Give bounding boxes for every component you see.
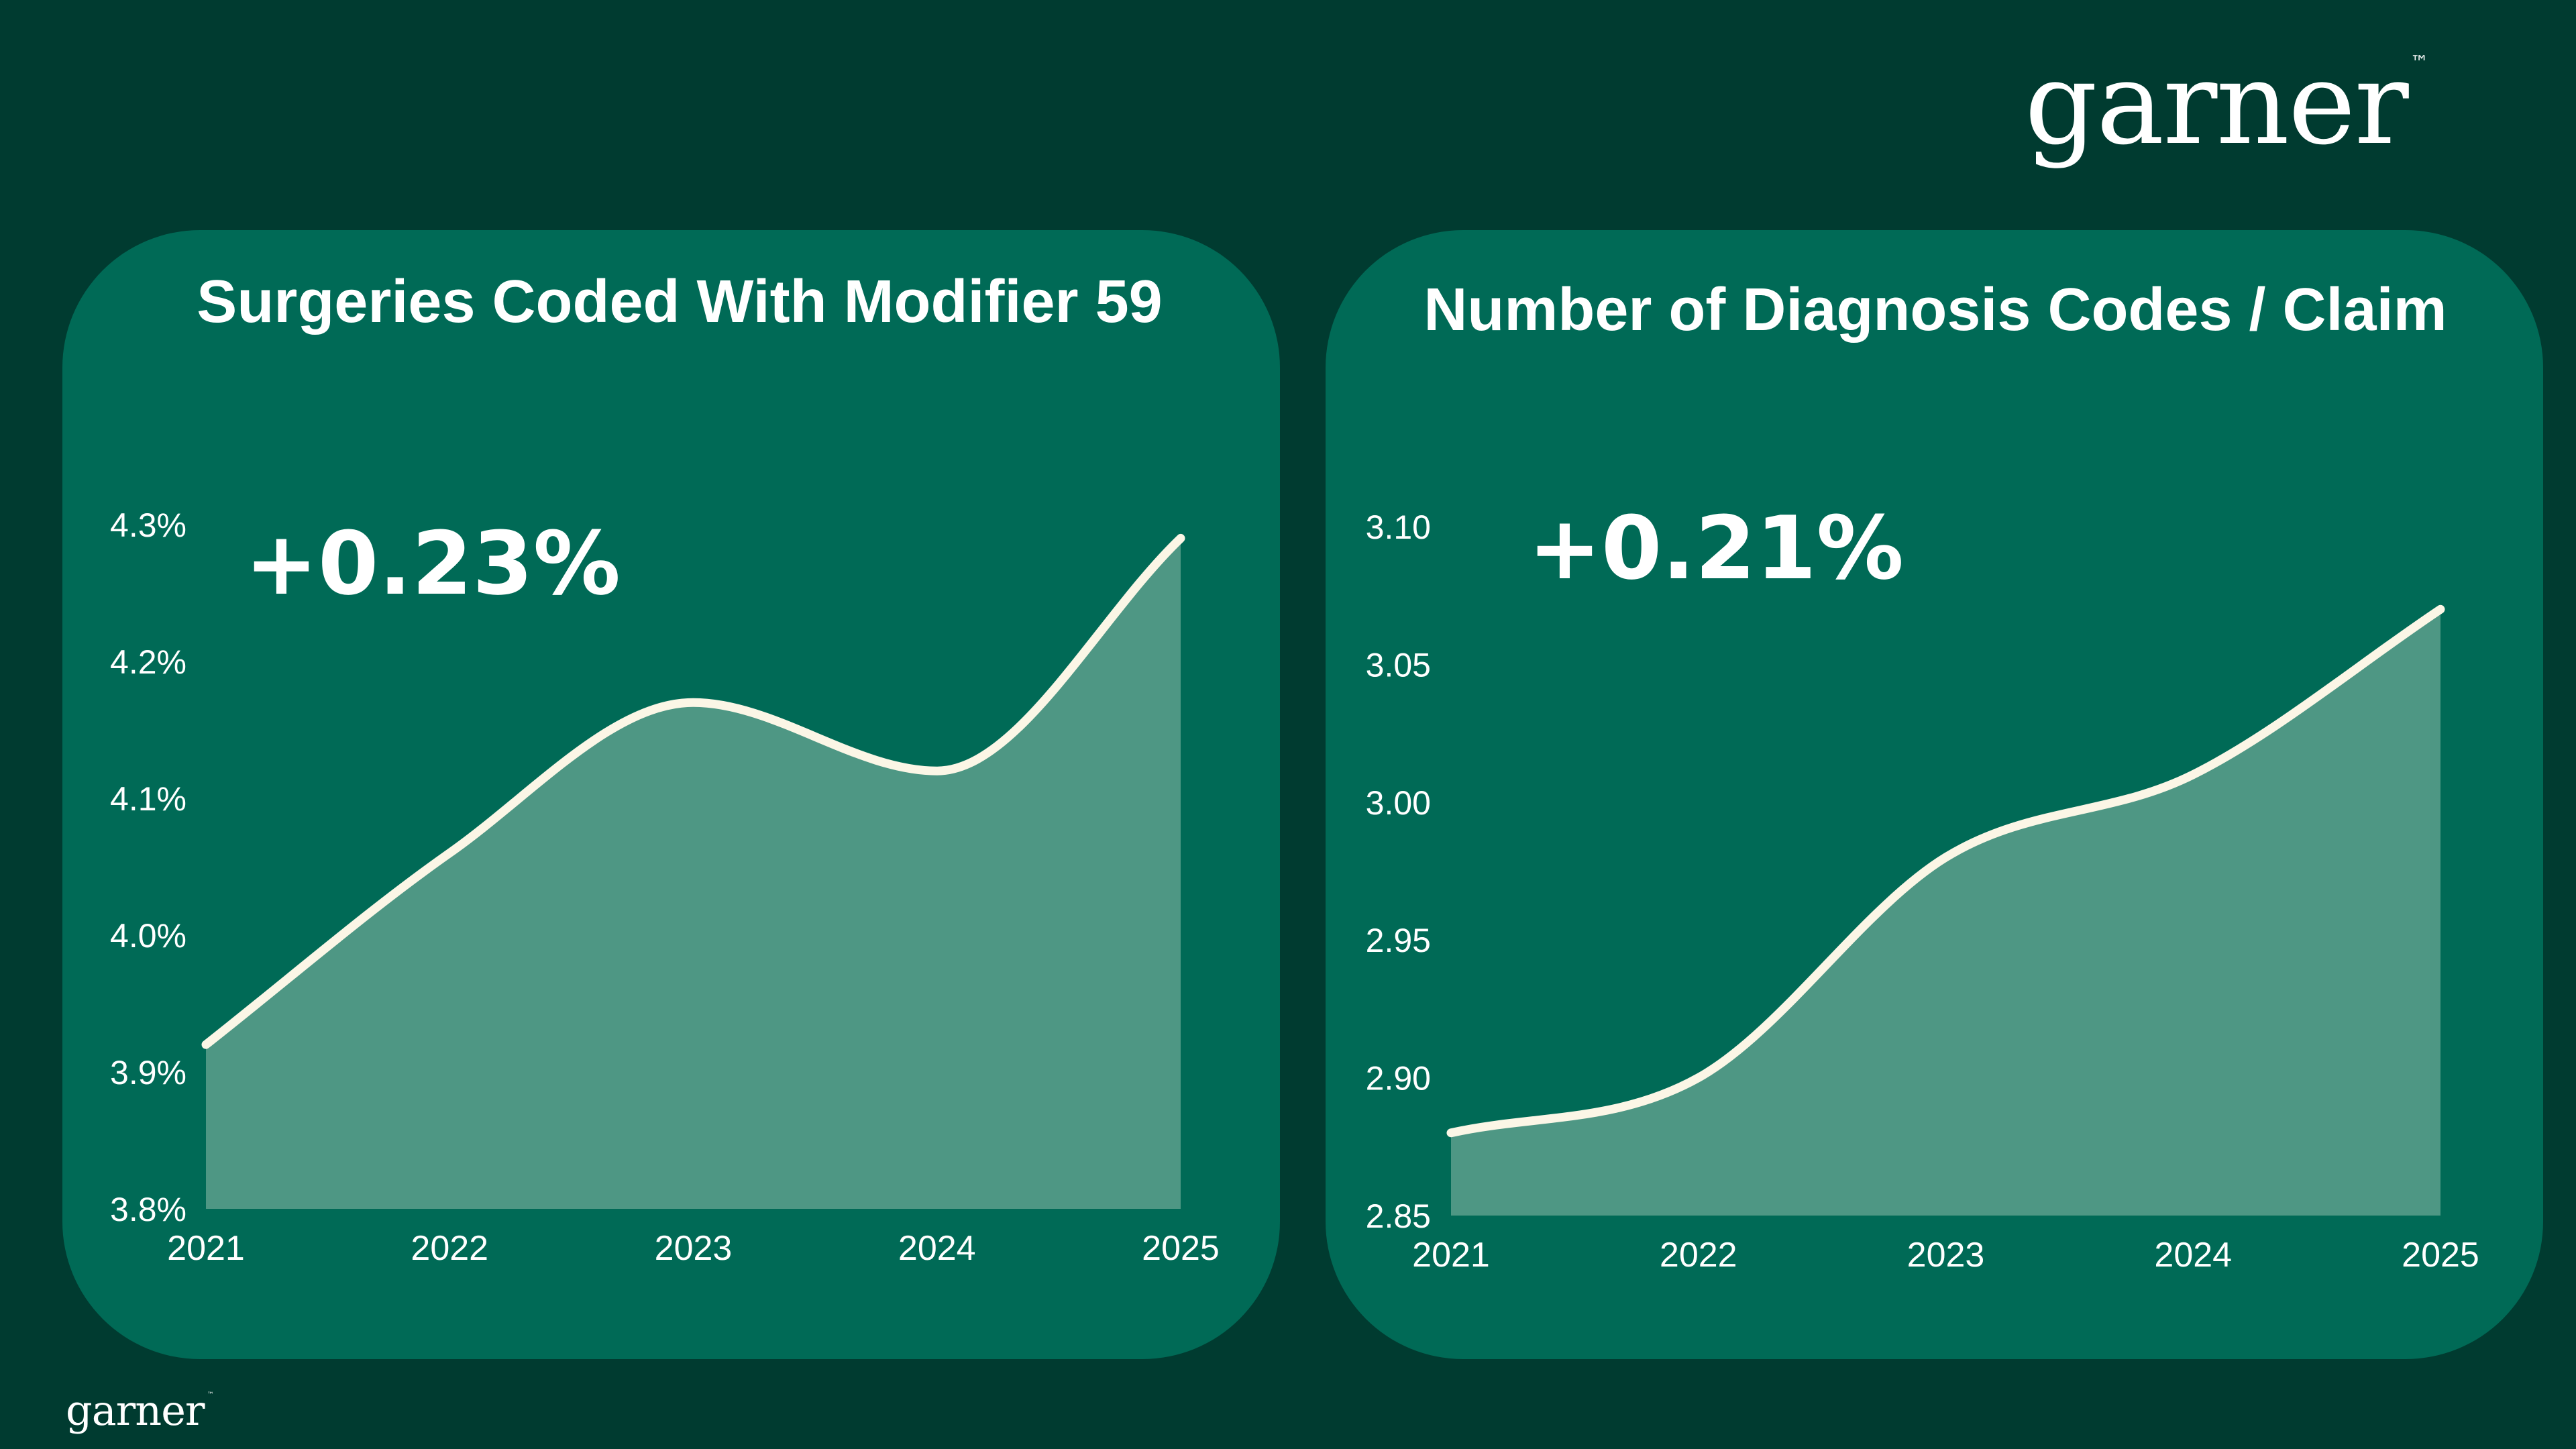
- x-tick-label: 2024: [2154, 1236, 2232, 1275]
- y-tick-label: 2.90: [1366, 1060, 1431, 1097]
- chart-title: Number of Diagnosis Codes / Claim: [1424, 276, 2447, 343]
- x-tick-label: 2023: [655, 1229, 733, 1268]
- y-tick-label: 4.0%: [110, 917, 186, 955]
- y-tick-label: 4.3%: [110, 506, 186, 544]
- y-tick-label: 3.8%: [110, 1191, 186, 1228]
- x-tick-label: 2021: [1412, 1236, 1490, 1275]
- x-tick-label: 2022: [411, 1229, 488, 1268]
- y-tick-label: 2.95: [1366, 922, 1431, 959]
- y-tick-label: 3.00: [1366, 784, 1431, 822]
- series-line: [201, 533, 1185, 1049]
- y-tick-label: 3.10: [1366, 508, 1431, 546]
- series-line: [1446, 604, 2445, 1138]
- area-fill: [1451, 609, 2440, 1216]
- area-fill: [206, 538, 1181, 1209]
- change-label: +0.21%: [1528, 497, 1904, 599]
- brand-name-bottom: garner: [66, 1386, 205, 1435]
- chart-1: 4.3% 4.2% 4.1% 4.0% 3.9% 3.8%2021 2022 2023 2024…: [110, 268, 1220, 1268]
- change-label: +0.23%: [245, 513, 621, 614]
- x-tick-label: 2025: [2402, 1236, 2479, 1275]
- chart-title: Surgeries Coded With Modifier 59: [197, 268, 1162, 335]
- brand-name-top: garner: [2025, 38, 2409, 170]
- y-tick-label: 4.1%: [110, 780, 186, 818]
- brand-trademark-top: ™: [2410, 52, 2428, 73]
- x-tick-label: 2024: [898, 1229, 976, 1268]
- x-tick-label: 2021: [167, 1229, 245, 1268]
- y-tick-label: 2.85: [1366, 1197, 1431, 1235]
- x-tick-label: 2022: [1660, 1236, 1737, 1275]
- x-tick-label: 2023: [1907, 1236, 1985, 1275]
- brand-logo-top: garner ™: [2025, 47, 2428, 161]
- y-tick-label: 3.05: [1366, 646, 1431, 684]
- brand-trademark-bottom: ™: [207, 1391, 214, 1399]
- y-tick-label: 3.9%: [110, 1054, 186, 1091]
- y-tick-label: 4.2%: [110, 643, 186, 681]
- x-tick-label: 2025: [1142, 1229, 1220, 1268]
- brand-logo-bottom: garner ™: [66, 1390, 213, 1432]
